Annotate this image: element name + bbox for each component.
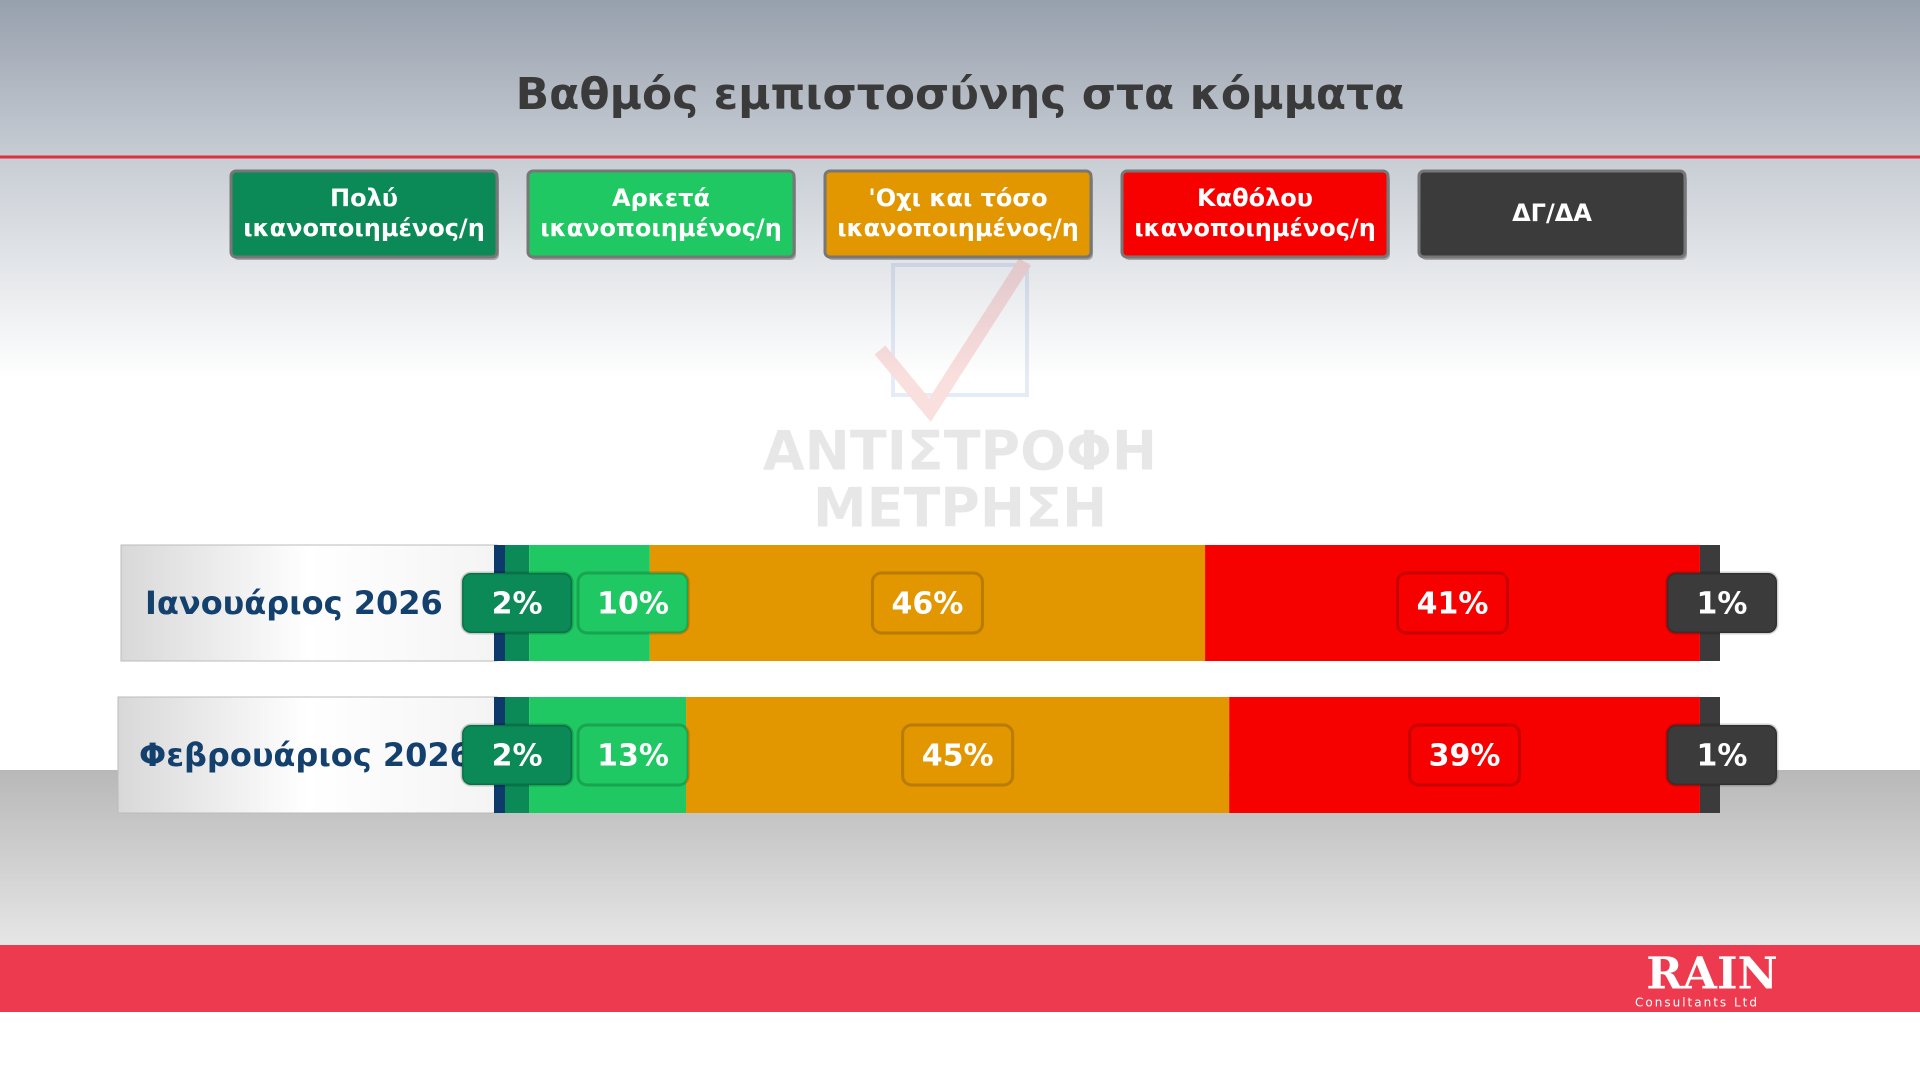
bars: Ιανουάριος 2026 2% 10% 46% 41% 1% Φεβρουάριος …: [117, 544, 1779, 814]
category-box: [117, 696, 498, 814]
legend-box: [526, 169, 796, 259]
value-pill: [1665, 723, 1779, 787]
legend-label: Αρκετά ικανοποιημένος/η: [540, 184, 782, 242]
value-label: 45%: [922, 739, 994, 774]
watermark-text: ΑΝΤΙΣΤΡΟΦΗ: [763, 420, 1157, 483]
value-pill: [1408, 723, 1522, 787]
watermark-text: ΜΕΤΡΗΣΗ: [813, 477, 1107, 540]
value-pill: [1665, 571, 1779, 635]
legend: Πολύ ικανοποιημένος/η Αρκετά ικανοποιημένος…: [229, 169, 1687, 260]
watermark-box: [891, 263, 1029, 397]
watermark: ΑΝΤΙΣΤΡΟΦΗ ΜΕΤΡΗΣΗ: [763, 258, 1157, 540]
value-pill: [576, 571, 690, 635]
logo-subtitle: Consultants Ltd: [1635, 996, 1759, 1010]
value-label: 13%: [597, 739, 669, 774]
category-box: [120, 544, 498, 662]
value-label: 10%: [597, 587, 669, 622]
legend-box: [1417, 169, 1687, 259]
value-pill: [460, 571, 574, 635]
value-label: 39%: [1429, 739, 1501, 774]
value-pill: [901, 723, 1015, 787]
value-pill: [1395, 571, 1509, 635]
legend-label: Πολύ ικανοποιημένος/η: [243, 184, 485, 242]
legend-box: [823, 169, 1093, 259]
value-label: 46%: [892, 587, 964, 622]
chart-title: Βαθμός εμπιστοσύνης στα κόμματα: [516, 69, 1405, 120]
value-pill: [870, 571, 984, 635]
category-label: Φεβρουάριος 2026: [139, 736, 472, 774]
legend-label: 'Οχι και τόσο ικανοποιημένος/η: [837, 184, 1079, 242]
value-label: 1%: [1697, 587, 1748, 622]
watermark-check: [874, 258, 1031, 422]
logo: RAIN: [1646, 949, 1778, 1000]
value-label: 41%: [1417, 587, 1489, 622]
value-label: 1%: [1697, 739, 1748, 774]
legend-label: ΔΓ/ΔΑ: [1512, 199, 1592, 227]
value-label: 2%: [492, 739, 543, 774]
legend-box: [1120, 169, 1390, 259]
value-label: 2%: [492, 587, 543, 622]
legend-box: [229, 169, 499, 259]
category-label: Ιανουάριος 2026: [145, 584, 443, 622]
value-pill: [576, 723, 690, 787]
legend-label: Καθόλου ικανοποιημένος/η: [1134, 184, 1376, 242]
footer-band: [0, 945, 1920, 1012]
value-pill: [460, 723, 574, 787]
